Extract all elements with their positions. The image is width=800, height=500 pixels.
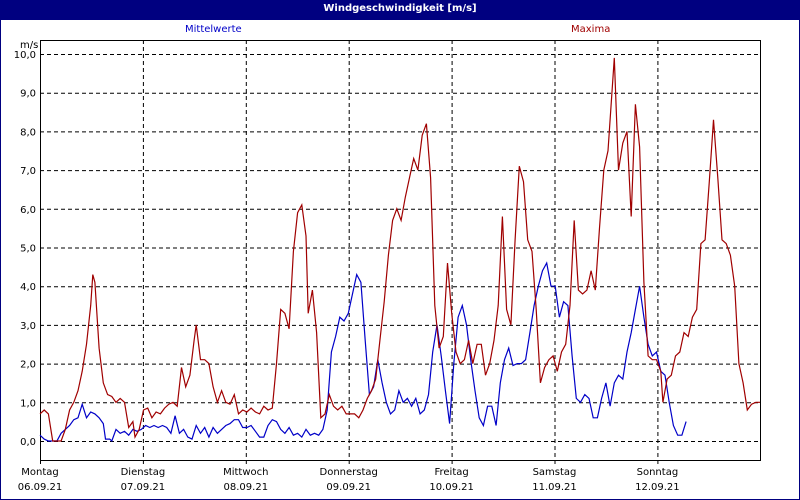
x-day-label: Freitag	[434, 467, 468, 478]
y-tick-label: 9,0	[20, 89, 36, 100]
y-tick-label: 3,0	[20, 321, 36, 332]
series-mittelwerte	[39, 261, 687, 443]
x-day-label: Donnerstag	[320, 467, 378, 478]
x-date-label: 08.09.21	[224, 482, 269, 493]
y-tick-label: 1,0	[20, 398, 36, 409]
x-day-label: Samstag	[533, 467, 577, 478]
x-date-label: 09.09.21	[326, 482, 371, 493]
y-tick-label: 4,0	[20, 282, 36, 293]
y-tick-label: 0,0	[20, 437, 36, 448]
x-day-label: Sonntag	[637, 467, 679, 478]
y-tick-label: 2,0	[20, 360, 36, 371]
y-axis-unit: m/s	[20, 40, 39, 51]
y-tick-label: 10,0	[14, 50, 36, 61]
y-tick-label: 7,0	[20, 166, 36, 177]
chart-title: Windgeschwindigkeit [m/s]	[0, 0, 800, 20]
x-day-label: Mittwoch	[223, 467, 268, 478]
y-tick-label: 6,0	[20, 205, 36, 216]
x-date-label: 07.09.21	[121, 482, 166, 493]
x-day-label: Montag	[21, 467, 58, 478]
x-date-label: 11.09.21	[532, 482, 577, 493]
legend-maxima: Maxima	[571, 24, 611, 35]
x-day-label: Dienstag	[121, 467, 166, 478]
x-date-label: 06.09.21	[18, 482, 63, 493]
plot-frame	[40, 40, 761, 461]
y-tick-label: 8,0	[20, 127, 36, 138]
x-date-label: 12.09.21	[635, 482, 680, 493]
y-tick-label: 5,0	[20, 244, 36, 255]
legend-mittelwerte: Mittelwerte	[185, 24, 242, 35]
series-maxima	[39, 57, 760, 442]
x-date-label: 10.09.21	[429, 482, 474, 493]
